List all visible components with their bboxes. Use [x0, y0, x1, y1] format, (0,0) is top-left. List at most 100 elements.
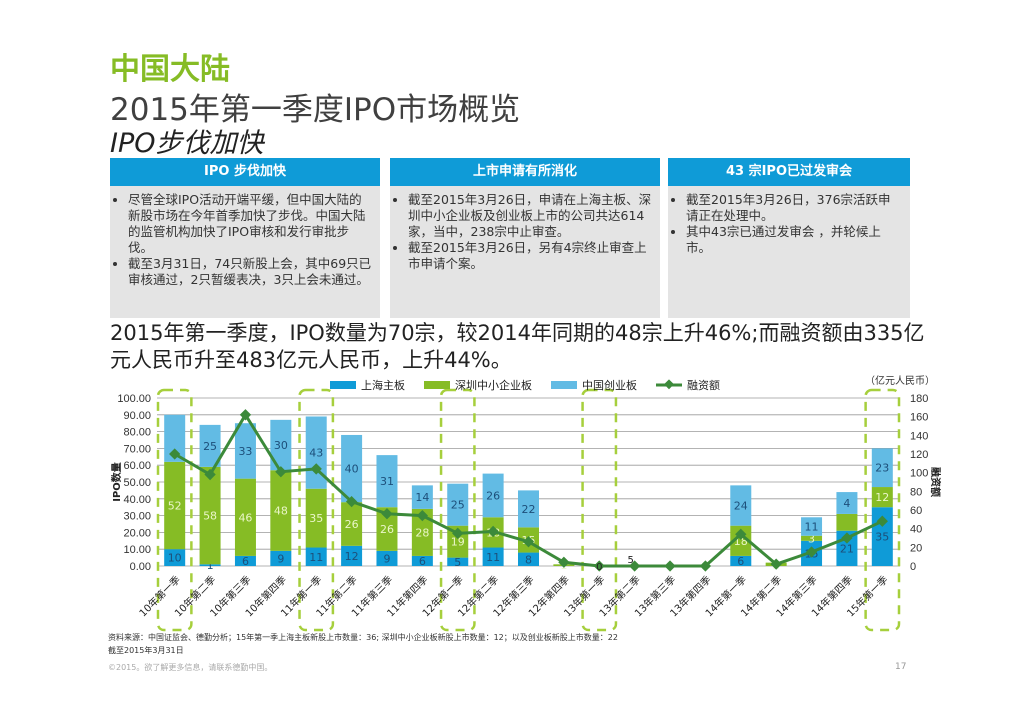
- source-note: 资料来源：中国证监会、德勤分析；15年第一季上海主板新股上市数量：36; 深圳中…: [108, 633, 618, 642]
- bar-上海主板: [199, 564, 221, 566]
- bar-深圳中小企业板: [341, 502, 363, 546]
- bar-深圳中小企业板: [305, 488, 327, 548]
- bar-中国创业板: [801, 517, 823, 536]
- bar-data-label: 4: [843, 497, 850, 510]
- y-tick-label: 80.00: [123, 427, 151, 439]
- bar-data-label: 10: [168, 552, 182, 565]
- bar-深圳中小企业板: [836, 513, 858, 531]
- bar-data-label: 24: [734, 500, 748, 513]
- bar-中国创业板: [234, 423, 256, 479]
- bar-data-label: 35: [309, 512, 323, 525]
- legend-marker: [664, 379, 674, 390]
- page-subtitle: IPO步伐加快: [110, 128, 264, 159]
- highlight-box: [156, 388, 193, 632]
- y2-tick-label: 20: [910, 542, 922, 554]
- bar-data-label: 35: [875, 531, 889, 544]
- annotation: 5: [627, 555, 633, 566]
- bar-上海主板: [270, 550, 292, 566]
- bar-深圳中小企业板: [376, 507, 398, 551]
- legend-swatch: [424, 381, 450, 389]
- y2-tick-label: 80: [910, 486, 922, 498]
- bar-上海主板: [447, 557, 469, 566]
- y-tick-label: 70.00: [123, 443, 151, 455]
- bar-中国创业板: [836, 492, 858, 514]
- bullet: 尽管全球IPO活动开端平缓，但中国大陆的新股市场在今年首季加快了步伐。中国大陆的…: [128, 192, 372, 256]
- box-title: 上市申请有所消化: [390, 158, 660, 186]
- bar-中国创业板: [730, 485, 752, 526]
- line-point: [841, 532, 853, 544]
- bar-data-label: 43: [309, 447, 323, 460]
- bar-中国创业板: [482, 473, 504, 518]
- bar-深圳中小企业板: [164, 461, 186, 550]
- bar-上海主板: [234, 555, 256, 566]
- bar-data-label: 26: [345, 518, 359, 531]
- bullet: 截至3月31日，74只新股上会，其中69只已审核通过，2只暂缓表决，3只上会未通…: [128, 256, 372, 288]
- bar-上海主板: [411, 555, 433, 566]
- bar-深圳中小企业板: [730, 525, 752, 556]
- y-tick-label: 60.00: [123, 460, 151, 472]
- y-tick-label: 0.00: [130, 561, 151, 573]
- y-tick-label: 10.00: [123, 544, 151, 556]
- line-point: [522, 536, 535, 548]
- bar-深圳中小企业板: [199, 466, 221, 565]
- bar-深圳中小企业板: [234, 478, 256, 556]
- legend-label: 中国创业板: [582, 378, 637, 392]
- y2-axis-label: 融资额: [929, 467, 942, 497]
- bar-中国创业板: [447, 483, 469, 526]
- page-title: 2015年第一季度IPO市场概览: [110, 92, 521, 128]
- highlight-box: [864, 388, 901, 632]
- bar-中国创业板: [376, 455, 398, 508]
- line-point: [664, 560, 676, 572]
- bar-data-label: 23: [875, 462, 889, 475]
- summary-text: 2015年第一季度，IPO数量为70宗，较2014年同期的48宗上升46%;而融…: [110, 321, 925, 372]
- highlight-box: [581, 388, 618, 632]
- line-point: [593, 560, 605, 572]
- line-point: [699, 560, 712, 572]
- annotation: 0: [596, 562, 602, 573]
- y2-tick-label: 180: [910, 393, 928, 405]
- bar-data-label: 33: [238, 445, 252, 458]
- bar-中国创业板: [270, 419, 292, 471]
- y2-tick-label: 100: [910, 468, 928, 480]
- bar-data-label: 6: [419, 555, 426, 568]
- bar-深圳中小企业板: [801, 535, 823, 541]
- as-of-note: 截至2015年3月31日: [108, 646, 184, 655]
- bar-data-label: 48: [274, 505, 288, 518]
- bar-上海主板: [730, 555, 752, 566]
- bar-data-label: 8: [525, 553, 532, 566]
- bar-上海主板: [518, 552, 539, 566]
- y-tick-label: 40.00: [123, 494, 151, 506]
- y2-tick-label: 140: [910, 430, 928, 442]
- bullet: 截至2015年3月26日，376宗活跃申请正在处理中。: [686, 192, 902, 224]
- y2-tick-label: 120: [910, 449, 928, 461]
- legend-label: 融资额: [687, 379, 720, 392]
- bar-data-label: 11: [486, 551, 500, 564]
- info-box-ipo-pace: IPO 步伐加快 尽管全球IPO活动开端平缓，但中国大陆的新股市场在今年首季加快…: [110, 158, 380, 318]
- bar-data-label: 30: [274, 439, 288, 452]
- y2-unit: （亿元人民币）: [865, 374, 935, 387]
- bullet: 截至2015年3月26日，申请在上海主板、深圳中小企业板及创业板上市的公司共达6…: [408, 192, 652, 240]
- y2-tick-label: 40: [910, 524, 922, 536]
- legend-label: 深圳中小企业板: [455, 378, 532, 392]
- bar-data-label: 25: [451, 499, 465, 512]
- legend-swatch: [551, 381, 577, 389]
- bar-data-label: 46: [238, 511, 252, 524]
- legend-label: 上海主板: [361, 378, 405, 392]
- highlight-box: [298, 388, 335, 632]
- bar-data-label: 26: [486, 489, 500, 502]
- page-number: 17: [895, 662, 907, 672]
- bar-上海主板: [305, 547, 327, 566]
- bar-data-label: 11: [805, 521, 819, 534]
- bar-深圳中小企业板: [270, 470, 292, 551]
- y-axis-label: IPO数量: [110, 462, 123, 502]
- bar-data-label: 6: [242, 555, 249, 568]
- bar-中国创业板: [871, 448, 893, 488]
- bar-深圳中小企业板: [411, 508, 433, 556]
- line-point: [381, 508, 393, 520]
- bar-中国创业板: [518, 490, 539, 528]
- bar-data-label: 21: [840, 542, 854, 555]
- bar-data-label: 26: [380, 523, 394, 536]
- bar-data-label: 5: [454, 556, 461, 569]
- y-tick-label: 30.00: [123, 511, 151, 523]
